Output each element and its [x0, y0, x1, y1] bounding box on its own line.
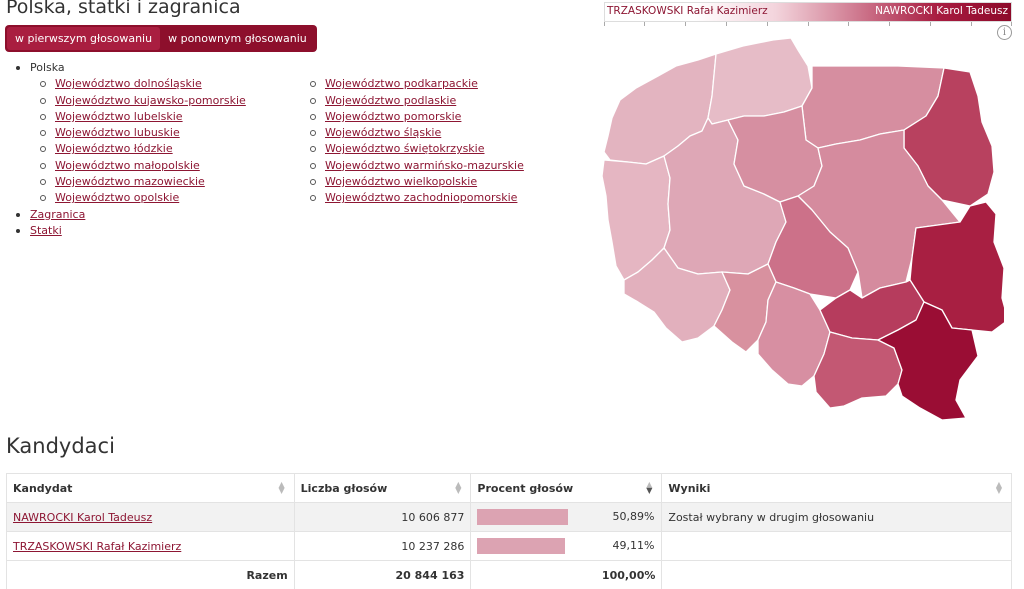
column-header-results[interactable]: Wyniki ▲ ▼ [661, 473, 1012, 503]
column-header-label: Kandydat [13, 481, 73, 495]
candidates-table: Kandydat ▲ ▼ Liczba głosów ▲ ▼ Procent głosó… [6, 473, 1012, 589]
voivodeship-link[interactable]: Województwo opolskie [55, 191, 180, 205]
percent-label: 49,11% [612, 539, 655, 552]
legend-left-candidate: TRZASKOWSKI Rafał Kazimierz [607, 5, 768, 17]
percent-bar: 49,11% [477, 538, 655, 554]
sort-icon: ▲ ▼ [995, 480, 1002, 495]
list-item: Województwo podlaskie [309, 93, 579, 109]
percent-label: 50,89% [612, 510, 655, 523]
sort-desc-icon: ▲ ▼ [646, 480, 653, 495]
tab-first-round[interactable]: w pierwszym głosowaniu [7, 27, 161, 50]
candidate-link[interactable]: NAWROCKI Karol Tadeusz [13, 510, 153, 524]
list-item: Województwo lubelskie [39, 109, 309, 125]
column-header-label: Liczba głosów [300, 481, 388, 495]
list-item: Województwo wielkopolskie [309, 174, 579, 190]
table-row: TRZASKOWSKI Rafał Kazimierz 10 237 286 4… [6, 531, 1012, 561]
voivodeship-link[interactable]: Województwo lubuskie [55, 126, 180, 140]
legend-right-candidate: NAWROCKI Karol Tadeusz [875, 5, 1008, 17]
round-tabs: w pierwszym głosowaniu w ponownym głosow… [5, 25, 317, 52]
total-empty-cell [661, 560, 1012, 589]
column-header-candidate[interactable]: Kandydat ▲ ▼ [6, 473, 295, 503]
list-item: Województwo lubuskie [39, 125, 309, 141]
table-total-row: Razem 20 844 163 100,00% [6, 560, 1012, 589]
percent-cell: 50,89% [470, 502, 663, 532]
list-item: Województwo zachodniopomorskie [309, 190, 579, 206]
statki-link[interactable]: Statki [30, 223, 62, 237]
votes-cell: 10 237 286 [293, 531, 472, 561]
tab-second-round[interactable]: w ponownym głosowaniu [168, 32, 307, 45]
list-item: Województwo podkarpackie [309, 76, 579, 92]
voivodeship-link[interactable]: Województwo warmińsko-mazurskie [325, 158, 524, 172]
nav-item-statki: Statki [13, 223, 579, 239]
map-region-lubelskie[interactable] [909, 201, 1009, 333]
column-header-votes[interactable]: Liczba głosów ▲ ▼ [293, 473, 472, 503]
list-item: Województwo opolskie [39, 190, 309, 206]
voivodeship-link[interactable]: Województwo zachodniopomorskie [325, 191, 518, 205]
column-header-label: Procent głosów [477, 481, 574, 495]
info-icon[interactable]: i [997, 25, 1012, 40]
list-item: Województwo mazowieckie [39, 174, 309, 190]
zagranica-link[interactable]: Zagranica [30, 207, 86, 221]
votes-cell: 10 606 877 [293, 502, 472, 532]
list-item: Województwo małopolskie [39, 158, 309, 174]
voivodeship-link[interactable]: Województwo pomorskie [325, 109, 462, 123]
voivodeship-link[interactable]: Województwo wielkopolskie [325, 175, 478, 189]
page-title: Polska, statki i zagranica [6, 0, 241, 18]
sort-icon: ▲ ▼ [278, 480, 285, 495]
sort-icon: ▲ ▼ [455, 480, 462, 495]
percent-bar-fill [477, 538, 565, 554]
region-nav: Polska Województwo dolnośląskie Wojewódz… [13, 60, 579, 239]
list-item: Województwo łódzkie [39, 141, 309, 157]
map-region-podkarpackie[interactable] [877, 301, 979, 421]
result-cell: Został wybrany w drugim głosowaniu [661, 502, 1012, 532]
total-percent: 100,00% [470, 560, 663, 589]
voivodeship-link[interactable]: Województwo świętokrzyskie [325, 142, 485, 156]
voivodeship-link[interactable]: Województwo małopolskie [55, 158, 200, 172]
list-item: Województwo kujawsko-pomorskie [39, 93, 309, 109]
candidates-title: Kandydaci [6, 434, 115, 458]
list-item: Województwo świętokrzyskie [309, 141, 579, 157]
candidate-link[interactable]: TRZASKOWSKI Rafał Kazimierz [13, 539, 182, 553]
voivodeship-link[interactable]: Województwo łódzkie [55, 142, 173, 156]
percent-cell: 49,11% [470, 531, 663, 561]
voivodeship-list-col2: Województwo podkarpackie Województwo pod… [309, 76, 579, 206]
legend-ticks [604, 22, 1012, 26]
table-row: NAWROCKI Karol Tadeusz 10 606 877 50,89%… [6, 502, 1012, 532]
color-scale-legend: TRZASKOWSKI Rafał Kazimierz NAWROCKI Kar… [604, 2, 1012, 22]
voivodeship-link[interactable]: Województwo podkarpackie [325, 77, 478, 91]
candidate-cell: TRZASKOWSKI Rafał Kazimierz [6, 531, 295, 561]
list-item: Województwo dolnośląskie [39, 76, 309, 92]
voivodeship-link[interactable]: Województwo mazowieckie [55, 175, 205, 189]
poland-map [598, 36, 1009, 426]
voivodeship-link[interactable]: Województwo dolnośląskie [55, 77, 202, 91]
nav-label-polska: Polska [30, 61, 65, 74]
voivodeship-list-col1: Województwo dolnośląskie Województwo kuj… [39, 76, 309, 206]
map-region-podlaskie[interactable] [903, 67, 995, 207]
voivodeship-link[interactable]: Województwo kujawsko-pomorskie [55, 93, 246, 107]
column-header-label: Wyniki [668, 481, 711, 495]
nav-item-zagranica: Zagranica [13, 207, 579, 223]
voivodeship-link[interactable]: Województwo podlaskie [325, 93, 457, 107]
candidate-cell: NAWROCKI Karol Tadeusz [6, 502, 295, 532]
column-header-percent[interactable]: Procent głosów ▲ ▼ [470, 473, 663, 503]
list-item: Województwo pomorskie [309, 109, 579, 125]
total-votes: 20 844 163 [293, 560, 472, 589]
nav-item-polska: Polska Województwo dolnośląskie Wojewódz… [13, 60, 579, 207]
list-item: Województwo śląskie [309, 125, 579, 141]
total-label: Razem [6, 560, 295, 589]
voivodeship-link[interactable]: Województwo śląskie [325, 126, 442, 140]
list-item: Województwo warmińsko-mazurskie [309, 158, 579, 174]
voivodeship-link[interactable]: Województwo lubelskie [55, 109, 183, 123]
result-cell [661, 531, 1012, 561]
poland-map-svg [601, 37, 1009, 421]
percent-bar-fill [477, 509, 568, 525]
percent-bar: 50,89% [477, 509, 655, 525]
